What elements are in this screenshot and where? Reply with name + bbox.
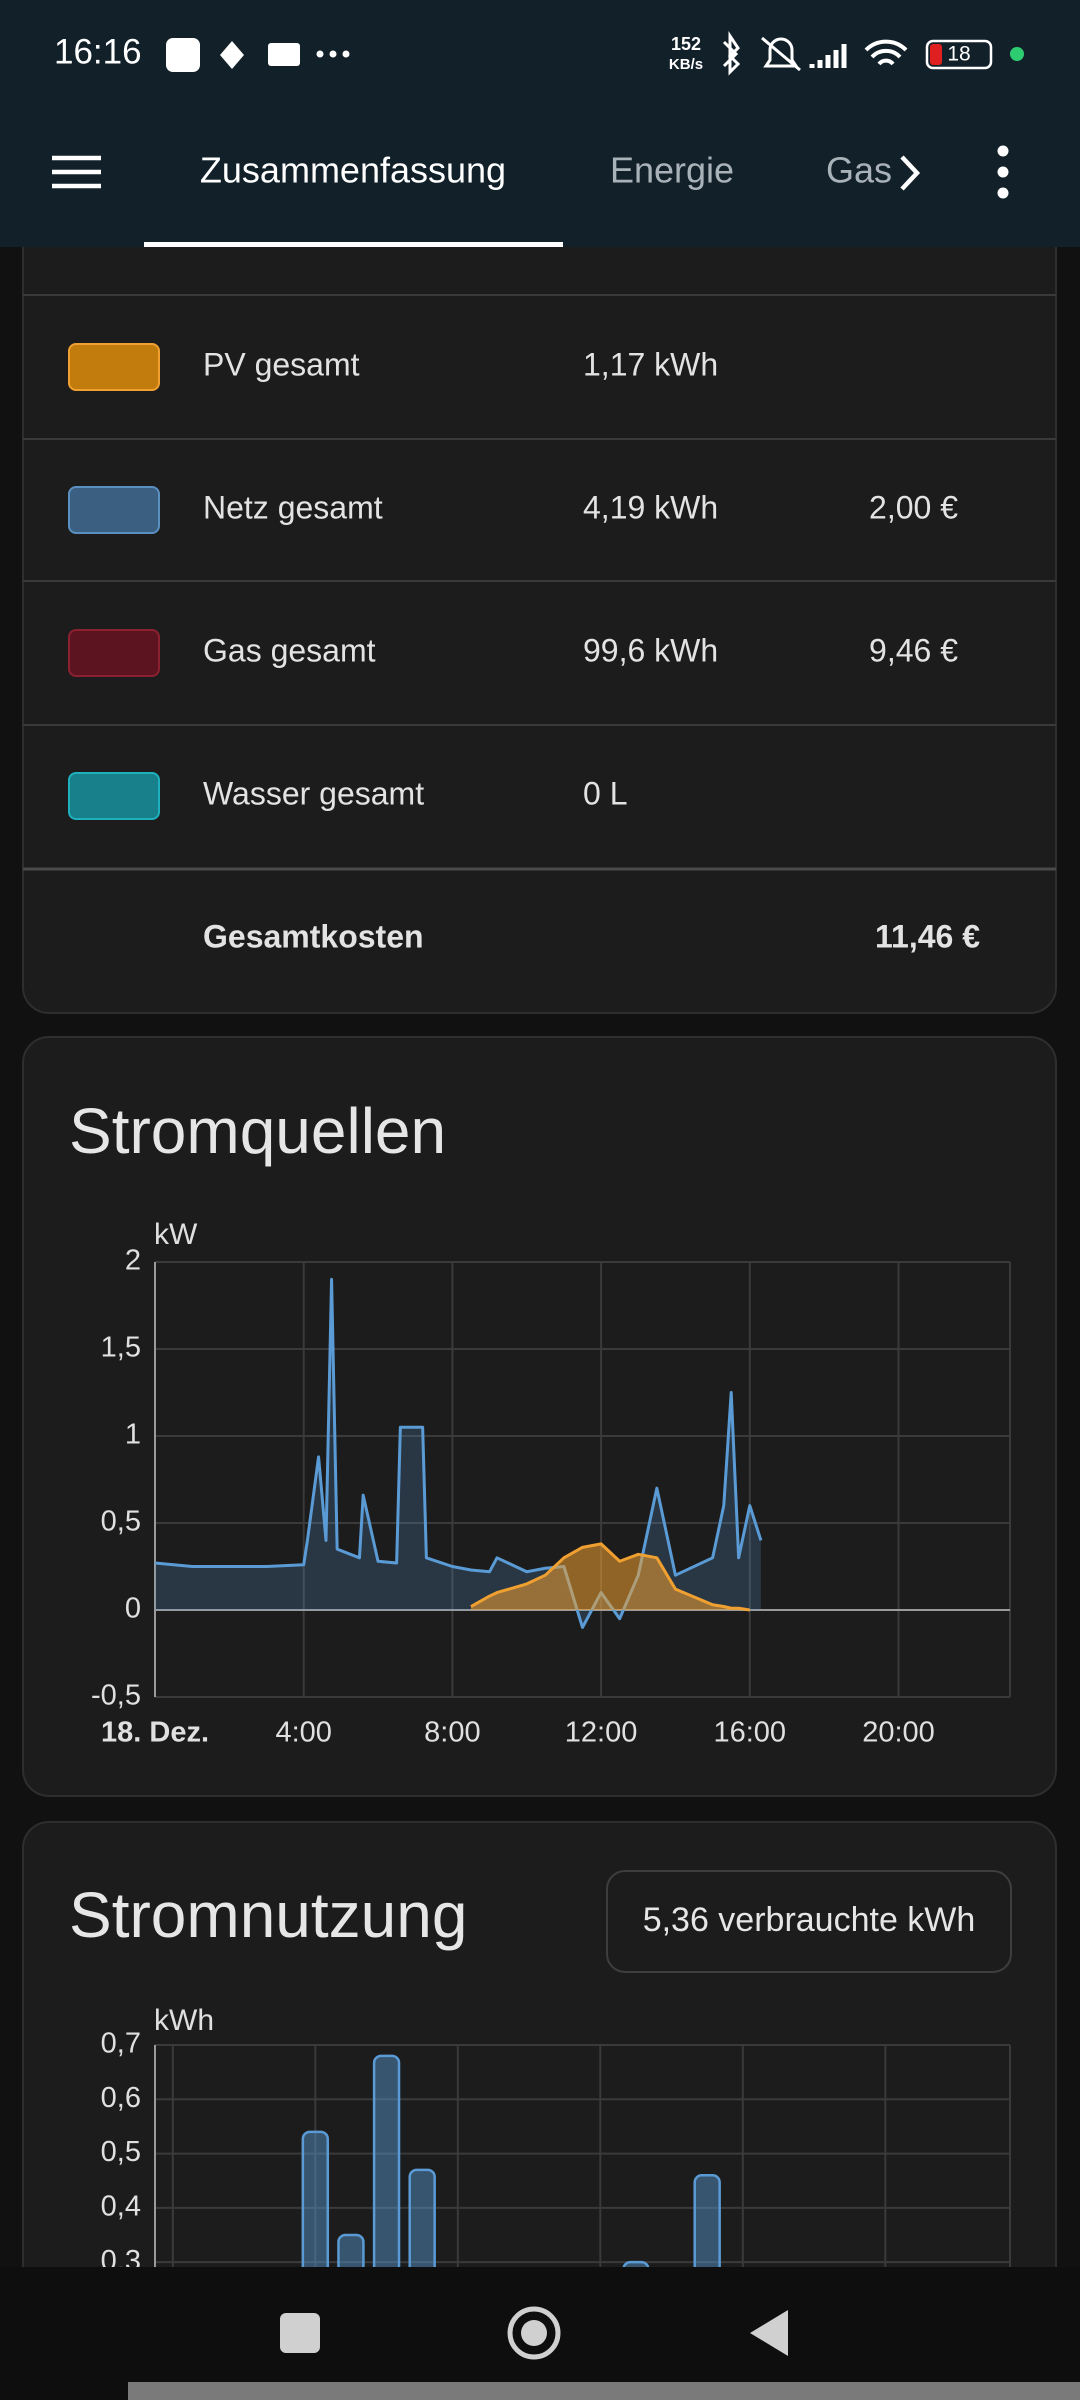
bluetooth-icon [722,31,741,76]
battery-percent: 18 [947,43,970,66]
card-title: Stromquellen [69,1095,446,1167]
x-tick-label: 4:00 [275,1717,331,1749]
recents-button[interactable] [280,2313,320,2353]
card-title: Stromnutzung [69,1879,467,1951]
color-swatch [68,772,160,820]
row-value: 99,6 kWh [583,632,718,668]
x-tick-label: 16:00 [713,1717,786,1749]
total-cost: 11,46 € [875,918,980,954]
battery-icon [925,39,993,70]
y-tick-label: 0,6 [101,2082,141,2114]
row-label: Wasser gesamt [203,775,424,811]
back-button[interactable] [750,2310,788,2356]
battery-level [930,44,942,65]
row-cost: 2,00 € [869,489,958,525]
row-label: Netz gesamt [203,489,383,525]
home-ring [507,2306,561,2360]
color-swatch [68,343,160,391]
menu-dot [997,166,1009,178]
x-tick-label: 12:00 [565,1717,638,1749]
x-tick-label: 20:00 [862,1717,935,1749]
row-label: Gas gesamt [203,632,376,668]
y-axis-unit: kW [154,1218,198,1251]
row-separators [23,294,1056,871]
wifi-icon [864,39,908,66]
series-area [470,1543,750,1610]
tab[interactable]: Energie [610,150,734,191]
y-tick-label: 0,5 [101,2136,141,2168]
total-label: Gesamtkosten [203,918,424,954]
row-value: 0 L [583,775,627,811]
net-unit: KB/s [669,56,703,73]
y-tick-label: 0,5 [101,1506,141,1538]
chart: 2 1,5 1 0,5 0 -0,5 18. Dez. 4:00 8:00 12:00 16:00 2… [91,1245,1011,1749]
menu-dot [997,145,1009,157]
y-axis-unit: kWh [154,2004,214,2037]
row-label: PV gesamt [203,346,360,382]
color-swatch [68,629,160,677]
gesture-bar [128,2382,1080,2400]
privacy-dot [1010,47,1024,61]
mail-icon [268,43,300,66]
home-dot [521,2320,547,2346]
x-tick-label: 8:00 [424,1717,480,1749]
row-cost: 9,46 € [869,632,958,668]
tab[interactable]: Gas [826,150,892,191]
summary-card [22,199,1057,1014]
y-tick-label: 0,4 [101,2191,141,2223]
y-tick-label: -0,5 [91,1680,141,1712]
status-time: 16:16 [54,32,142,71]
menu-dot [997,187,1009,199]
y-tick-label: 1,5 [101,1332,141,1364]
consumption-badge-text: 5,36 verbrauchte kWh [643,1901,976,1939]
status-notification-icons [166,38,350,72]
tab-indicator [144,242,563,247]
tabs-scroll-arrow[interactable] [900,155,921,191]
more-dot [316,50,324,58]
tab[interactable]: Zusammenfassung [200,150,506,191]
more-dot [329,50,337,58]
y-tick-label: 0 [125,1593,141,1625]
series-line [154,1277,763,1629]
app-icon [166,38,200,72]
y-tick-label: 0,7 [101,2028,141,2060]
status-system-icons [722,31,993,76]
y-tick-label: 2 [125,1245,141,1277]
row-value: 1,17 kWh [583,346,718,382]
consumption-badge[interactable] [606,1870,1012,1973]
series-area [155,1279,761,1628]
signal-icon [809,44,847,68]
y-tick-label: 1 [125,1419,141,1451]
menu-button[interactable] [52,155,101,189]
row-value: 4,19 kWh [583,489,718,525]
net-speed: 152 [671,34,701,54]
overflow-menu[interactable] [997,145,1009,199]
mute-icon [761,36,801,72]
top-bar [0,0,1080,247]
sources-card [22,1036,1057,1797]
home-button[interactable] [507,2306,561,2360]
color-swatch [68,486,160,534]
more-dot [342,50,350,58]
summary-rows: PV gesamt 1,17 kWh Netz gesamt 4,19 kWh 2,00… [68,343,958,820]
app-icon [220,41,244,69]
x-tick-label: 18. Dez. [101,1717,209,1749]
series-line [470,1542,751,1612]
